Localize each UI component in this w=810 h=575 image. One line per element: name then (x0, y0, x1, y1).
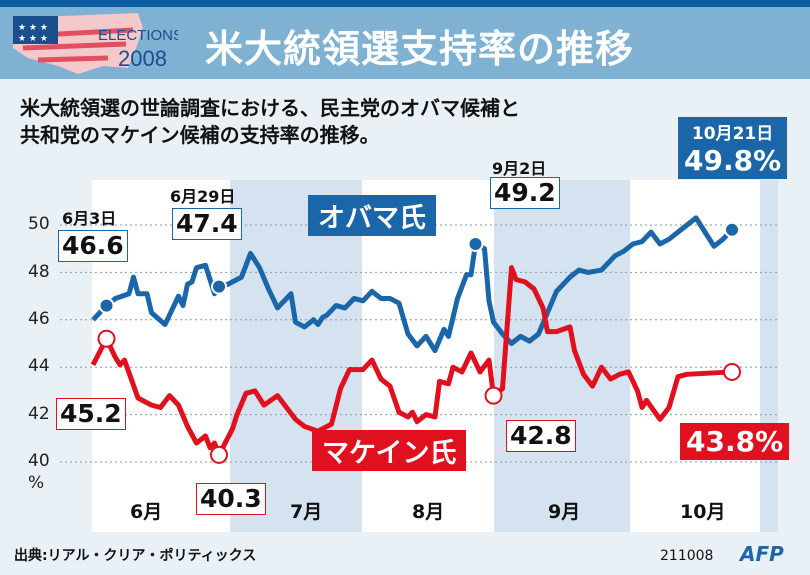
legend-mccain: マケイン氏 (312, 430, 467, 471)
annotation-obama-jun3: 46.6 (58, 230, 128, 262)
y-unit-label: % (28, 473, 45, 493)
top-strip (0, 0, 810, 7)
month-band (494, 180, 630, 532)
annotation-mccain-jun29: 40.3 (196, 483, 266, 515)
month-label: 9月 (548, 501, 581, 523)
annotation-mccain-jun3: 45.2 (56, 398, 126, 430)
svg-text:★ ★ ★: ★ ★ ★ (18, 34, 48, 44)
y-tick-label: 42 (28, 404, 50, 424)
subtitle-line-1: 米大統領選の世論調査における、民主党のオバマ候補と (20, 96, 520, 120)
annotation-obama-sep2: 49.2 (490, 177, 560, 209)
svg-text:ELECTIONS: ELECTIONS (98, 27, 178, 44)
annotation-point (97, 329, 116, 348)
annotation-value: 49.8% (684, 144, 782, 177)
annotation-point (210, 445, 228, 464)
y-tick-label: 50 (28, 214, 50, 234)
annotation-obama-jun29: 47.4 (172, 208, 242, 240)
mccain-line (90, 265, 733, 458)
annotation-point (98, 297, 115, 314)
month-label: 8月 (412, 501, 445, 523)
annotation-mccain-oct21: 43.8% (680, 423, 790, 460)
graphic-code: 211008 (660, 548, 714, 564)
month-label: 7月 (290, 501, 323, 523)
elections-2008-logo: ★ ★ ★ ★ ★ ★ ELECTIONS 2008 (8, 8, 183, 80)
page-title: 米大統領選支持率の推移 (205, 27, 635, 71)
annotation-date: 9月2日 (492, 159, 547, 178)
svg-text:2008: 2008 (118, 46, 167, 71)
annotation-date: 6月29日 (170, 187, 236, 206)
annotation-point (467, 235, 484, 252)
source-note: 出典:リアル・クリア・ポリティックス (14, 548, 257, 564)
subtitle-line-2: 共和党のマケイン候補の支持率の推移。 (20, 123, 380, 147)
month-band (230, 180, 362, 532)
annotation-point (211, 278, 227, 295)
month-band (760, 180, 778, 532)
svg-text:★ ★ ★: ★ ★ ★ (18, 23, 48, 33)
month-label: 6月 (130, 501, 163, 523)
chart-subtitle: 米大統領選の世論調査における、民主党のオバマ候補と 共和党のマケイン候補の支持率の… (20, 95, 640, 149)
annotation-date: 10月21日 (691, 124, 774, 144)
legend-obama: オバマ氏 (308, 195, 436, 236)
month-label: 10月 (680, 501, 726, 523)
annotation-date: 6月3日 (62, 209, 117, 228)
afp-logo: AFP (740, 542, 784, 566)
obama-line (91, 215, 734, 354)
annotation-point (723, 362, 741, 381)
y-tick-label: 46 (28, 309, 50, 329)
month-band (630, 180, 760, 532)
annotation-obama-oct21: 10月21日 49.8% (678, 117, 788, 179)
y-tick-label: 48 (28, 262, 50, 282)
y-tick-label: 40 (28, 451, 50, 471)
us-flag-map-icon: ★ ★ ★★ ★ ★ ELECTIONS 2008 (13, 13, 183, 74)
annotation-point (724, 221, 740, 238)
annotation-mccain-sep2: 42.8 (506, 420, 576, 452)
y-tick-label: 44 (28, 356, 50, 376)
annotation-point (484, 386, 503, 405)
